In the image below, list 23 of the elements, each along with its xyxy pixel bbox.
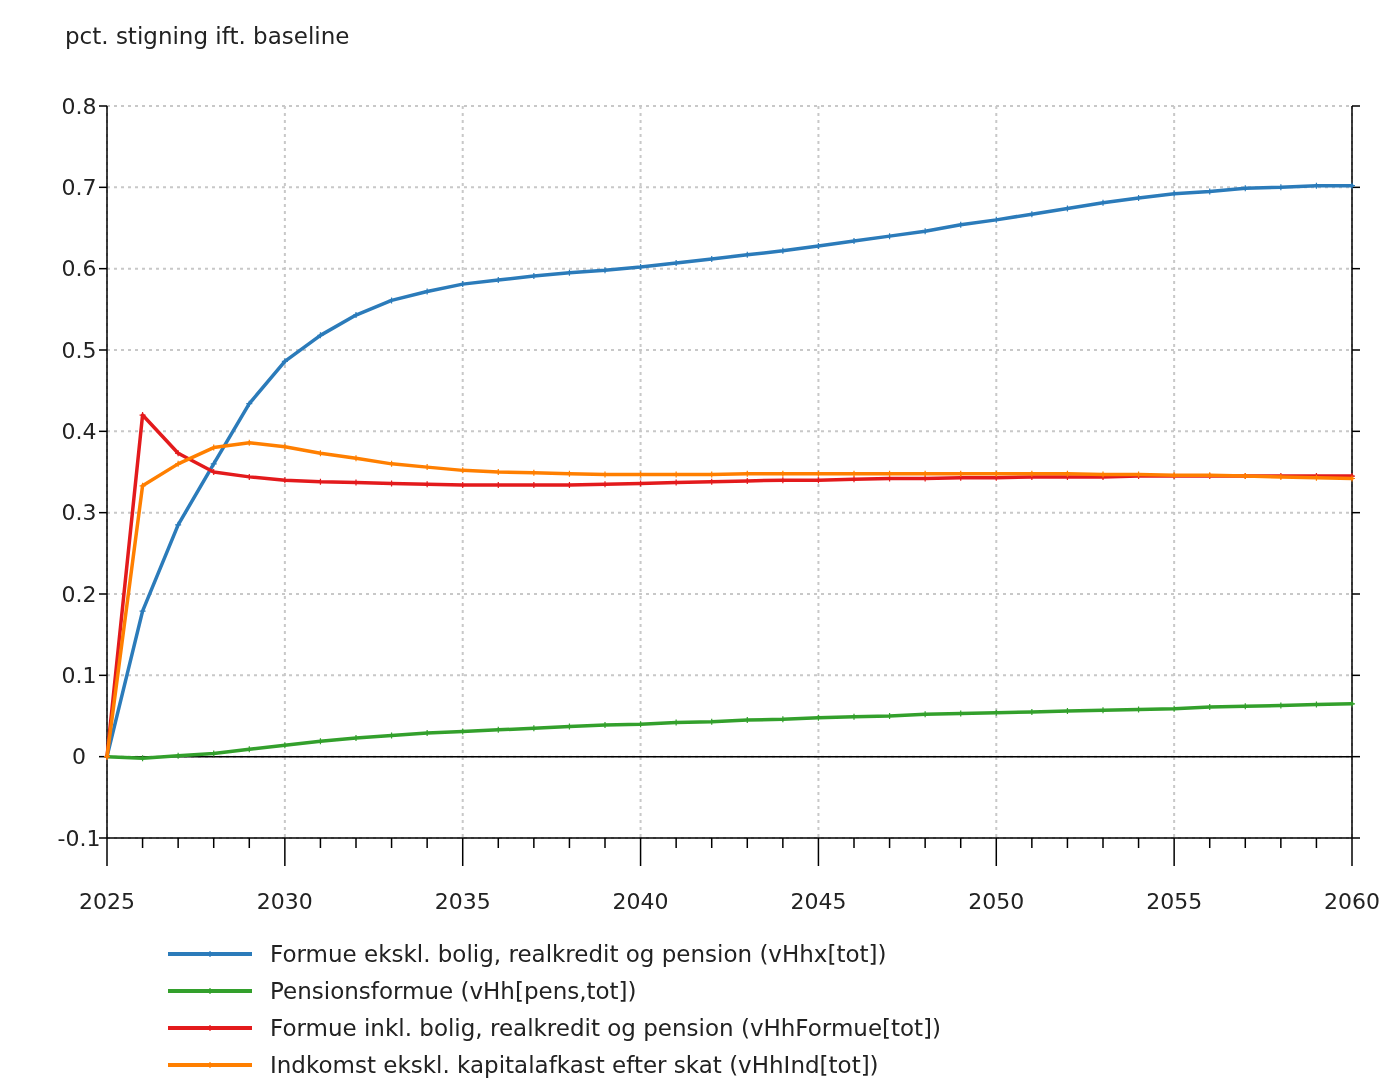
y-tick-label: 0.6 [61, 256, 97, 282]
x-tick-label: 2050 [968, 888, 1025, 914]
x-tick-label: 2035 [434, 888, 491, 914]
x-tick-label: 2030 [256, 888, 313, 914]
legend-label: Formue ekskl. bolig, realkredit og pension (vHhx[tot]) [270, 941, 887, 968]
y-tick-label: 0.2 [61, 581, 97, 607]
x-tick-label: 2045 [790, 888, 847, 914]
legend-label: Formue inkl. bolig, realkredit og pension (vHhFormue[tot]) [270, 1015, 942, 1042]
y-tick-label: 0.3 [61, 500, 97, 526]
legend-label: Pensionsformue (vHh[pens,tot]) [270, 978, 637, 1005]
y-axis-title: pct. stigning ift. baseline [65, 23, 350, 49]
x-tick-label: 2025 [79, 888, 135, 914]
legend-label: Indkomst ekskl. kapitalafkast efter skat (vHhInd[tot]) [270, 1052, 879, 1079]
y-tick-label: 0 [72, 744, 86, 770]
y-tick-label: 0.7 [61, 175, 97, 201]
x-tick-label: 2055 [1146, 888, 1203, 914]
y-tick-label: 0.1 [61, 663, 97, 689]
y-tick-label: 0.4 [61, 419, 97, 445]
y-tick-label: 0.5 [61, 337, 97, 363]
x-tick-label: 2040 [612, 888, 669, 914]
y-tick-label: -0.1 [57, 825, 101, 851]
y-tick-label: 0.8 [61, 93, 97, 119]
x-tick-label: 2060 [1324, 888, 1380, 914]
